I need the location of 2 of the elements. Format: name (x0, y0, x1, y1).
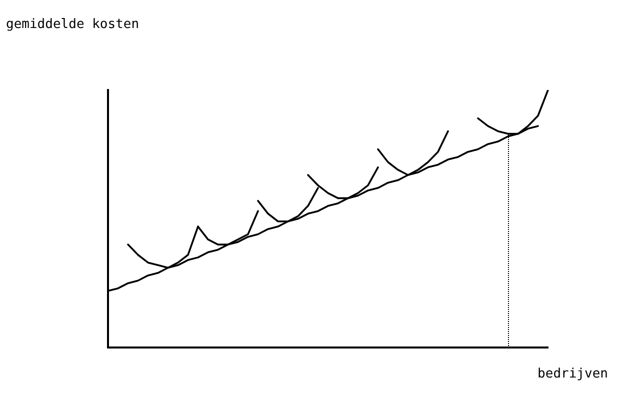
y-axis-title: gemiddelde kosten (6, 17, 140, 32)
x-axis-title: bedrijven (538, 366, 608, 382)
